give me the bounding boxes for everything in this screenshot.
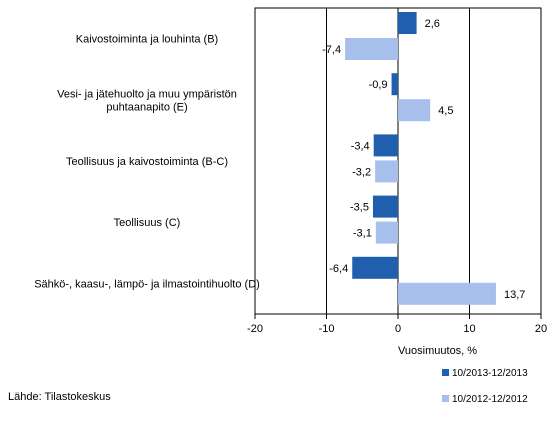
bar (391, 73, 398, 96)
bar (345, 38, 398, 60)
legend-label: 10/2013-12/2013 (452, 368, 528, 379)
category-label-line: Vesi- ja jätehuolto ja muu ympäristön (57, 88, 237, 100)
category-label: Kaivostoiminta ja louhinta (B) (76, 34, 218, 46)
x-tick-label: -20 (247, 323, 263, 335)
category-labels: Kaivostoiminta ja louhinta (B) Vesi- ja j… (34, 34, 260, 291)
legend-swatch (442, 369, 449, 376)
source-note: Lähde: Tilastokeskus (8, 391, 111, 403)
bar (352, 256, 398, 279)
x-tick-label: 10 (463, 323, 475, 335)
category-label: Teollisuus ja kaivostoiminta (B-C) (66, 156, 228, 168)
bar (398, 12, 417, 34)
value-label: -3,1 (353, 228, 372, 240)
value-label: 4,5 (438, 105, 453, 117)
x-axis-ticks: -20 -10 0 10 20 (247, 314, 547, 335)
value-label: -3,5 (350, 202, 369, 214)
x-tick-label: 0 (395, 323, 401, 335)
category-label-line: Kaivostoiminta ja louhinta (B) (76, 34, 218, 46)
bar (373, 134, 398, 157)
legend-swatch (442, 395, 449, 402)
value-labels: 2,6 -7,4 -0,9 4,5 -3,4 -3,2 -3,5 -3,1 -6,4 13,7 (322, 18, 525, 301)
x-tick-label: -10 (319, 323, 335, 335)
x-axis-title: Vuosimuutos, % (398, 345, 477, 357)
bar (375, 160, 398, 183)
value-label: 13,7 (504, 289, 525, 301)
legend: 10/2013-12/2013 10/2012-12/2012 (442, 368, 528, 405)
value-label: -3,4 (351, 140, 370, 152)
category-label-line: Sähkö-, kaasu-, lämpö- ja ilmastointihuo… (34, 278, 260, 290)
category-label-line: puhtaanapito (E) (106, 101, 187, 113)
value-label: -3,2 (352, 166, 371, 178)
category-label: Teollisuus (C) (114, 217, 181, 229)
category-label-line: Teollisuus ja kaivostoiminta (B-C) (66, 156, 228, 168)
bar (398, 282, 496, 305)
bar (375, 221, 398, 244)
category-label: Vesi- ja jätehuolto ja muu ympäristön puh… (57, 88, 237, 113)
x-tick-label: 20 (535, 323, 547, 335)
category-label: Sähkö-, kaasu-, lämpö- ja ilmastointihuo… (34, 278, 260, 290)
legend-label: 10/2012-12/2012 (452, 394, 528, 405)
value-label: -7,4 (322, 44, 341, 56)
value-label: -0,9 (369, 79, 388, 91)
value-label: -6,4 (329, 263, 348, 275)
category-label-line: Teollisuus (C) (114, 217, 181, 229)
bar (372, 195, 398, 218)
bars (345, 12, 496, 305)
bar (398, 99, 431, 122)
value-label: 2,6 (425, 18, 440, 30)
